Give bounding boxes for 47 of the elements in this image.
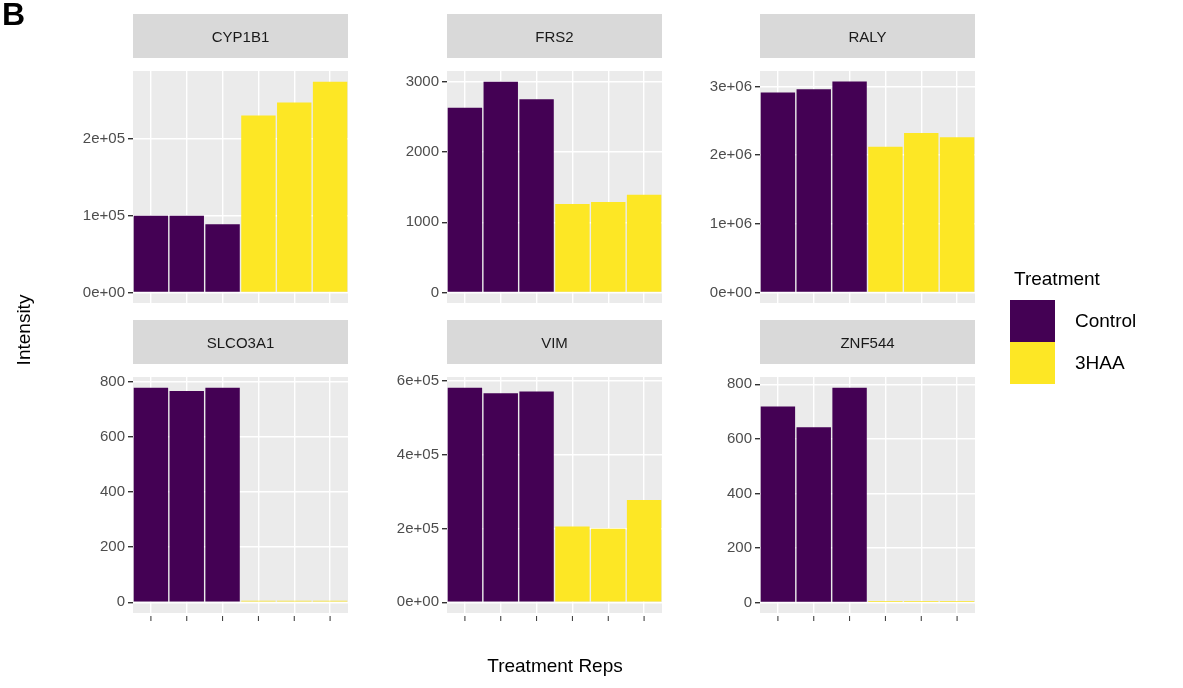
chart-title: ZNF544 bbox=[760, 320, 975, 364]
y-tick-label: 3e+06 bbox=[709, 76, 752, 94]
legend-label: Control bbox=[1075, 310, 1137, 332]
y-tick-label: 200 bbox=[99, 537, 125, 555]
y-tick-label: 600 bbox=[99, 426, 125, 444]
chart-title: VIM bbox=[447, 320, 662, 364]
y-tick-label: 1e+06 bbox=[709, 213, 752, 231]
y-tick-label: 800 bbox=[726, 374, 752, 392]
y-tick-label: 800 bbox=[99, 371, 125, 389]
text: B bbox=[2, 0, 26, 33]
bar bbox=[447, 107, 483, 292]
y-tick-label: 2e+06 bbox=[709, 145, 752, 163]
bar bbox=[312, 81, 348, 292]
y-tick-label: 1e+05 bbox=[82, 205, 125, 223]
bar bbox=[760, 92, 796, 292]
y-tick-label: 400 bbox=[726, 483, 752, 501]
bar bbox=[133, 387, 169, 602]
bar bbox=[626, 499, 662, 602]
y-tick-label: 0 bbox=[116, 592, 125, 610]
chart-title: FRS2 bbox=[447, 14, 662, 58]
chart-title: SLCO3A1 bbox=[133, 320, 348, 364]
y-tick-label: 6e+05 bbox=[396, 370, 439, 388]
x-axis-title: Treatment Reps bbox=[487, 655, 623, 677]
bar bbox=[760, 406, 796, 602]
y-tick-label: 0e+00 bbox=[396, 592, 439, 610]
bar bbox=[939, 137, 975, 292]
y-tick-label: 600 bbox=[726, 429, 752, 446]
y-tick-label: 2e+05 bbox=[82, 129, 125, 147]
y-tick-label: 2e+05 bbox=[396, 518, 439, 536]
y-axis-title: Intensity bbox=[13, 294, 35, 366]
y-tick-label: 3000 bbox=[405, 71, 439, 89]
y-tick-label: 0 bbox=[743, 592, 752, 610]
y-tick-label: 0 bbox=[430, 282, 439, 300]
bar bbox=[133, 215, 169, 292]
y-tick-label: 2000 bbox=[405, 142, 439, 160]
bar bbox=[626, 194, 662, 292]
chart-title: RALY bbox=[760, 14, 975, 58]
y-tick-label: 200 bbox=[726, 538, 752, 556]
chart-title: CYP1B1 bbox=[133, 14, 348, 58]
y-tick-label: 400 bbox=[99, 481, 125, 499]
y-tick-label: 0e+00 bbox=[709, 282, 752, 300]
y-tick-label: 4e+05 bbox=[396, 444, 439, 462]
legend-title: Treatment bbox=[1014, 268, 1101, 290]
legend-label: 3HAA bbox=[1075, 352, 1125, 374]
bar bbox=[447, 387, 483, 602]
y-tick-label: 0e+00 bbox=[82, 282, 125, 300]
y-tick-label: 1000 bbox=[405, 212, 439, 230]
